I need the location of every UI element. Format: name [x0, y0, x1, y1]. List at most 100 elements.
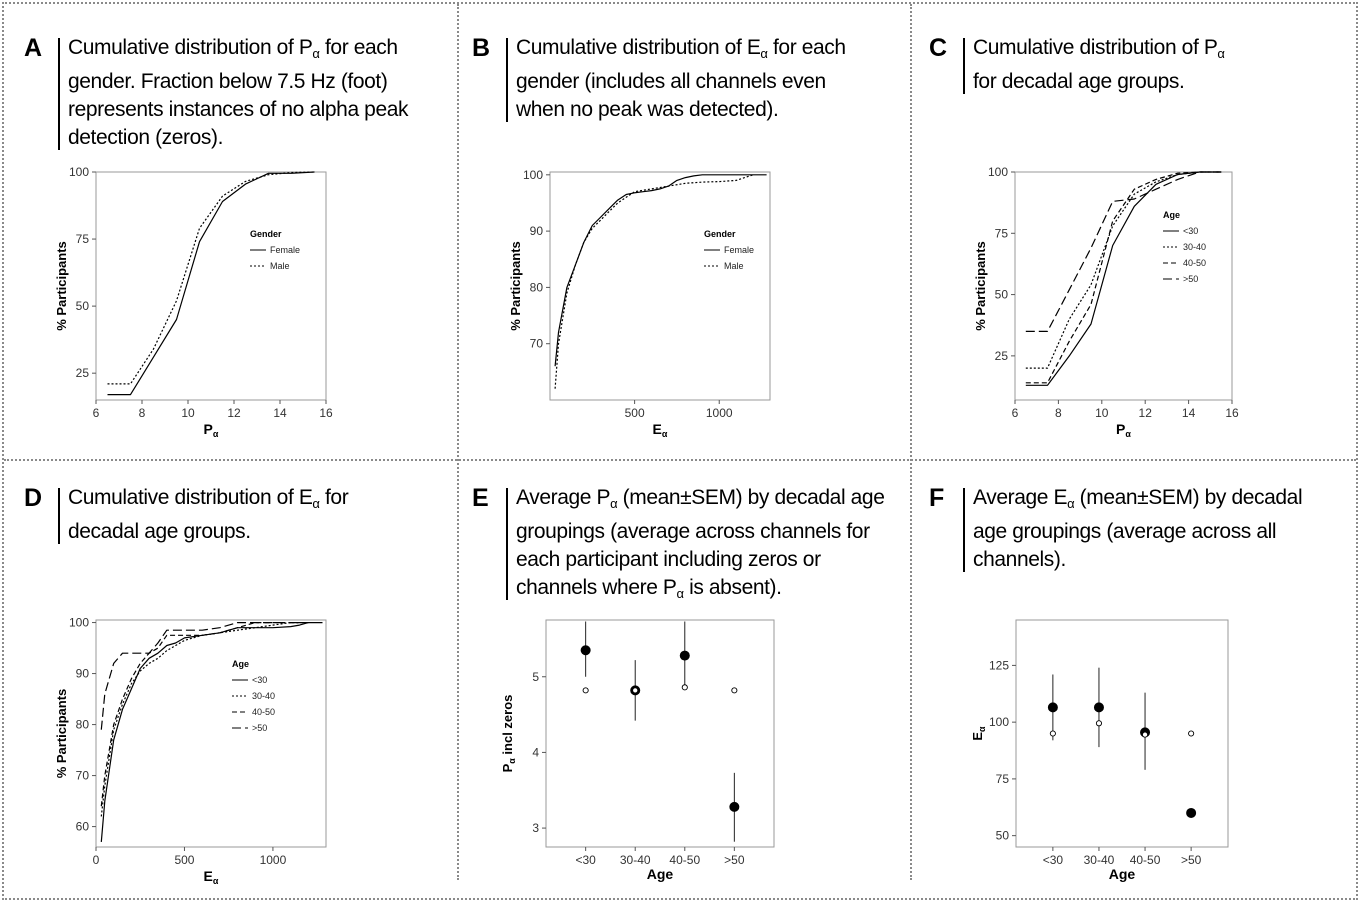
caption-subscript: α — [312, 46, 320, 61]
y-tick-label: 60 — [76, 820, 90, 834]
caption-text: for each gender. Fraction below 7.5 Hz (… — [68, 36, 409, 149]
y-tick-label: 75 — [996, 772, 1010, 786]
panel-caption: Average Pα (mean±SEM) by decadal age gro… — [516, 484, 896, 608]
y-tick-label: 50 — [996, 829, 1010, 843]
x-tick-label: 500 — [625, 406, 645, 420]
plot-area — [95, 171, 327, 401]
y-tick-label: 90 — [76, 667, 90, 681]
plot-area — [1015, 619, 1229, 848]
panel-letter: D — [24, 484, 43, 512]
y-tick-label: 3 — [532, 821, 539, 835]
x-tick-label: >50 — [1181, 853, 1202, 867]
panel-letter: F — [929, 484, 945, 512]
legend-label: <30 — [1183, 226, 1198, 236]
panel-caption: Cumulative distribution of Pα for each g… — [68, 34, 413, 152]
y-tick-label: 50 — [995, 288, 1009, 302]
mean-point — [1047, 702, 1058, 713]
panel-letter: B — [472, 34, 491, 62]
legend-label: >50 — [252, 723, 267, 733]
legend-label: Female — [724, 245, 754, 255]
open-point — [1095, 720, 1103, 727]
y-tick-label: 100 — [523, 168, 543, 182]
series-line — [100, 621, 309, 817]
x-tick-label: 40-50 — [1130, 853, 1161, 867]
legend-title: Age — [1163, 210, 1180, 220]
caption-text: Cumulative distribution of P — [973, 36, 1218, 59]
y-axis-label: % Participants — [973, 241, 988, 331]
caption-text: Average P — [516, 486, 611, 509]
open-point — [582, 687, 589, 694]
panel-letter: A — [24, 34, 43, 62]
divider — [457, 4, 459, 880]
caption-text: (mean±SEM) by decadal age groupings (ave… — [973, 486, 1303, 571]
x-tick-label: <30 — [1043, 853, 1064, 867]
y-axis-label: Pα incl zeros — [500, 695, 517, 773]
y-tick-label: 4 — [532, 745, 539, 759]
y-tick-label: 25 — [995, 349, 1009, 363]
y-tick-label: 70 — [530, 337, 544, 351]
divider — [4, 459, 1356, 461]
caption-subscript: α — [610, 496, 618, 511]
mean-point — [679, 650, 690, 661]
legend-label: Female — [270, 245, 300, 255]
panel-a: A Cumulative distribution of Pα for each… — [24, 34, 444, 454]
legend-title: Age — [232, 659, 249, 669]
caption-subscript: α — [1217, 46, 1225, 61]
x-axis-label: Pα — [1116, 421, 1131, 439]
caption-text: Average E — [973, 486, 1068, 509]
caption-subscript: α — [760, 46, 768, 61]
x-tick-label: >50 — [724, 853, 745, 867]
x-tick-label: 16 — [319, 406, 333, 420]
y-tick-label: 5 — [532, 670, 539, 684]
x-tick-label: 10 — [181, 406, 195, 420]
x-axis-label: Eα — [653, 421, 668, 439]
caption-text: Cumulative distribution of E — [68, 486, 313, 509]
panel-c: C Cumulative distribution of Pα for deca… — [929, 34, 1349, 454]
caption-text: Cumulative distribution of E — [516, 36, 761, 59]
series-line — [107, 171, 315, 385]
x-tick-label: 8 — [139, 406, 146, 420]
y-tick-label: 100 — [69, 616, 89, 630]
y-tick-label: 80 — [530, 280, 544, 294]
caption-text: for decadal age groups. — [973, 70, 1185, 93]
mean-point — [1093, 702, 1104, 713]
caption-bar — [506, 38, 508, 122]
caption-text: for decadal age groups. — [68, 486, 349, 543]
y-tick-label: 125 — [989, 658, 1009, 672]
y-tick-label: 75 — [995, 226, 1009, 240]
caption-bar — [58, 38, 60, 150]
panel-caption: Average Eα (mean±SEM) by decadal age gro… — [973, 484, 1303, 574]
y-tick-label: 100 — [989, 715, 1009, 729]
x-axis-label: Age — [647, 866, 674, 882]
x-tick-label: 12 — [1139, 406, 1153, 420]
panel-e: E Average Pα (mean±SEM) by decadal age g… — [472, 484, 892, 884]
x-tick-label: 30-40 — [1084, 853, 1115, 867]
series-line — [1025, 171, 1222, 384]
y-tick-label: 80 — [76, 718, 90, 732]
series-line — [554, 174, 754, 389]
y-axis-label: Eα — [970, 726, 987, 741]
caption-bar — [506, 488, 508, 600]
y-axis-label: % Participants — [508, 241, 523, 331]
x-tick-label: 30-40 — [620, 853, 651, 867]
panel-b: B Cumulative distribution of Eα for each… — [472, 34, 892, 454]
y-axis-label: % Participants — [54, 241, 69, 331]
legend-label: Male — [270, 261, 290, 271]
y-tick-label: 50 — [76, 299, 90, 313]
plot-area — [545, 619, 775, 848]
caption-subscript: α — [676, 586, 685, 601]
caption-bar — [58, 488, 60, 544]
series-line — [1025, 171, 1222, 369]
plot-area — [549, 171, 771, 401]
plot-area — [1014, 171, 1233, 401]
x-tick-label: 0 — [93, 853, 100, 867]
x-axis-label: Age — [1109, 866, 1136, 882]
x-tick-label: 14 — [1182, 406, 1196, 420]
caption-subscript: α — [312, 496, 320, 511]
legend-label: >50 — [1183, 274, 1198, 284]
x-tick-label: 1000 — [260, 853, 287, 867]
legend-label: 30-40 — [1183, 242, 1206, 252]
x-tick-label: 1000 — [706, 406, 733, 420]
series-line — [100, 621, 309, 730]
caption-text: Cumulative distribution of P — [68, 36, 313, 59]
